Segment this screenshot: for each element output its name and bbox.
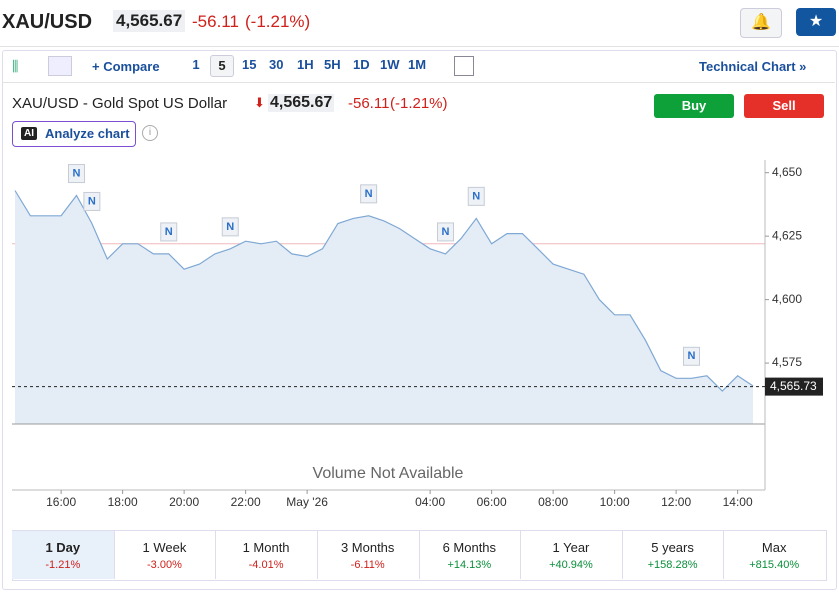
- interval-button[interactable]: 1W: [380, 57, 400, 72]
- news-marker-label: N: [442, 226, 450, 238]
- interval-button[interactable]: 5H: [324, 57, 341, 72]
- chart-change: -56.11: [348, 95, 390, 112]
- compare-button[interactable]: + Compare: [92, 59, 160, 74]
- buy-button[interactable]: Buy: [654, 94, 734, 118]
- top-bar: [0, 0, 839, 47]
- period-tab[interactable]: 1 Month -4.01%: [215, 531, 318, 579]
- price-line: [14, 190, 754, 392]
- x-tick-label: 16:00: [46, 495, 76, 509]
- technical-chart-link[interactable]: Technical Chart »: [699, 59, 807, 74]
- period-label: 6 Months: [442, 540, 497, 555]
- x-tick-label: 12:00: [661, 495, 691, 509]
- period-label: 1 Month: [242, 540, 290, 555]
- ai-badge: AI: [21, 127, 37, 140]
- settings-icon[interactable]: [454, 56, 474, 76]
- period-tab[interactable]: 5 years +158.28%: [622, 531, 725, 579]
- period-change: +14.13%: [447, 559, 492, 571]
- period-tab[interactable]: 1 Week -3.00%: [114, 531, 217, 579]
- news-marker: [160, 222, 178, 242]
- x-tick-label: 04:00: [415, 495, 445, 509]
- news-marker-label: N: [365, 188, 373, 200]
- x-tick-label: 22:00: [231, 495, 261, 509]
- candle-icon[interactable]: ⫼: [12, 58, 19, 74]
- y-tick-label: 4,625: [772, 228, 802, 242]
- symbol: XAU/USD: [2, 11, 93, 33]
- period-label: 1 Year: [552, 540, 590, 555]
- period-change: +158.28%: [647, 559, 698, 571]
- news-marker: [83, 191, 101, 211]
- period-label: 5 years: [651, 540, 694, 555]
- news-marker: [683, 346, 700, 366]
- change-pct: (-1.21%): [245, 12, 311, 31]
- price-area: [15, 190, 753, 424]
- news-marker-label: N: [226, 221, 234, 233]
- news-marker: [360, 184, 378, 204]
- watchlist-button[interactable]: ★: [796, 8, 836, 36]
- x-tick-label: 20:00: [169, 495, 199, 509]
- news-marker-label: N: [472, 190, 480, 202]
- interval-button[interactable]: 1M: [408, 57, 427, 72]
- y-tick-label: 4,650: [772, 165, 802, 179]
- line-icon[interactable]: [48, 56, 72, 76]
- analyze-button[interactable]: [12, 121, 136, 147]
- change: -56.11: [192, 12, 239, 31]
- volume-note: Volume Not Available: [313, 465, 464, 482]
- period-change: +815.40%: [749, 559, 800, 571]
- sell-button[interactable]: Sell: [744, 94, 824, 118]
- info-icon[interactable]: i: [142, 125, 158, 141]
- last-price-label: 4,565.73: [770, 379, 817, 393]
- news-marker-label: N: [165, 226, 173, 238]
- interval-button[interactable]: 5: [210, 55, 234, 77]
- x-tick-label: 14:00: [723, 495, 753, 509]
- period-change: -1.21%: [45, 559, 81, 571]
- chart-change-pct: (-1.21%): [390, 95, 448, 112]
- period-change: -3.00%: [147, 559, 182, 571]
- x-tick-label: 10:00: [600, 495, 630, 509]
- compare-label: Compare: [103, 59, 160, 74]
- news-marker-label: N: [688, 350, 696, 362]
- chart-frame: [2, 50, 837, 590]
- x-tick-label: 08:00: [538, 495, 568, 509]
- y-tick-label: 4,575: [772, 355, 802, 369]
- period-tab[interactable]: Max +815.40%: [723, 531, 825, 579]
- period-label: Max: [761, 540, 787, 555]
- alert-button[interactable]: 🔔: [740, 8, 782, 38]
- news-marker-label: N: [73, 167, 81, 179]
- news-marker-label: N: [88, 195, 96, 207]
- last-price-box: [765, 377, 823, 396]
- toolbar-divider: [2, 82, 835, 83]
- x-tick-label: 18:00: [108, 495, 138, 509]
- chart-title: XAU/USD - Gold Spot US Dollar: [12, 95, 228, 112]
- period-tab[interactable]: 1 Year +40.94%: [520, 531, 623, 579]
- x-tick-label: May '26: [286, 495, 328, 509]
- period-label: 3 Months: [340, 540, 395, 555]
- interval-button[interactable]: 15: [242, 57, 257, 72]
- down-arrow: ⬇: [254, 95, 265, 110]
- period-label: 1 Week: [142, 540, 187, 555]
- period-label: 1 Day: [45, 540, 81, 555]
- period-tab[interactable]: 6 Months +14.13%: [419, 531, 522, 579]
- period-tab[interactable]: 3 Months -6.11%: [317, 531, 420, 579]
- interval-button[interactable]: 30: [269, 57, 284, 72]
- y-tick-label: 4,600: [772, 292, 802, 306]
- news-marker: [68, 164, 85, 184]
- news-marker: [437, 222, 454, 242]
- interval-button[interactable]: 1H: [297, 57, 314, 72]
- chart-price: 4,565.67: [268, 94, 335, 112]
- analyze-label: Analyze chart: [45, 126, 130, 141]
- price: 4,565.67: [113, 10, 186, 32]
- period-change: -6.11%: [350, 559, 385, 571]
- period-tab[interactable]: 1 Day -1.21%: [12, 531, 115, 579]
- news-marker: [221, 217, 239, 237]
- interval-button[interactable]: 1D: [353, 57, 370, 72]
- period-change: -4.01%: [248, 559, 284, 571]
- news-marker: [467, 186, 485, 206]
- interval-button[interactable]: 1: [192, 57, 200, 72]
- x-tick-label: 06:00: [477, 495, 507, 509]
- period-change: +40.94%: [549, 559, 593, 571]
